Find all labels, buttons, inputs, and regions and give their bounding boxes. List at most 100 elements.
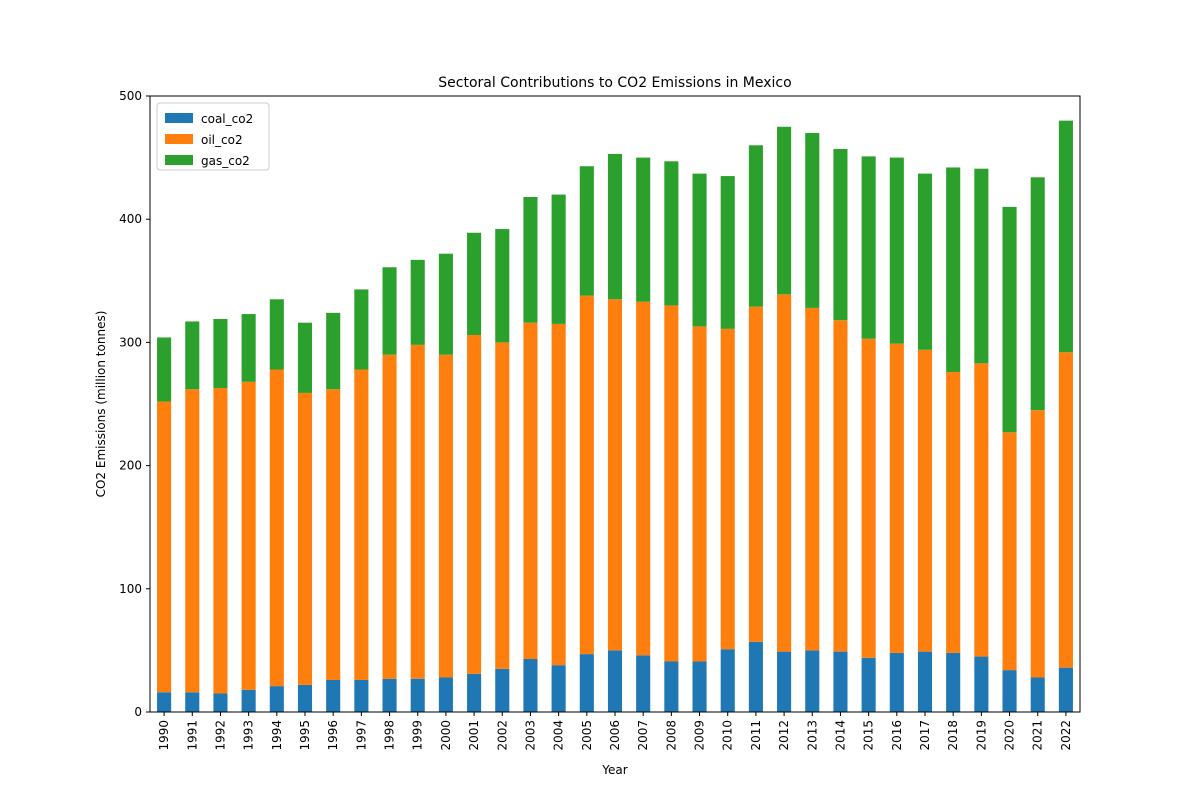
- bar-coal_co2-1998: [383, 679, 397, 712]
- bar-gas_co2-2021: [1031, 177, 1045, 410]
- bar-coal_co2-2010: [721, 649, 735, 712]
- bar-oil_co2-2003: [523, 323, 537, 659]
- bar-oil_co2-2005: [580, 296, 594, 655]
- bar-oil_co2-1991: [185, 389, 199, 692]
- bar-coal_co2-2005: [580, 654, 594, 712]
- x-tick-label-1999: 1999: [411, 720, 425, 751]
- bar-coal_co2-2022: [1059, 668, 1073, 712]
- x-tick-label-1990: 1990: [157, 720, 171, 751]
- bar-gas_co2-2018: [946, 167, 960, 372]
- bar-oil_co2-1999: [411, 345, 425, 679]
- bar-oil_co2-2000: [439, 355, 453, 678]
- bar-gas_co2-2015: [862, 156, 876, 338]
- bar-gas_co2-2004: [552, 195, 566, 324]
- bar-gas_co2-1993: [242, 314, 256, 382]
- bar-oil_co2-1993: [242, 382, 256, 690]
- bar-coal_co2-1994: [270, 686, 284, 712]
- bar-oil_co2-2001: [467, 335, 481, 674]
- bar-coal_co2-2007: [636, 655, 650, 712]
- x-tick-label-2006: 2006: [608, 720, 622, 751]
- bar-oil_co2-1996: [326, 389, 340, 680]
- bar-gas_co2-2017: [918, 174, 932, 350]
- bar-gas_co2-1991: [185, 321, 199, 389]
- bar-coal_co2-1995: [298, 685, 312, 712]
- bar-oil_co2-1995: [298, 393, 312, 685]
- x-tick-label-2020: 2020: [1003, 720, 1017, 751]
- x-tick-label-2013: 2013: [805, 720, 819, 751]
- x-tick-label-2015: 2015: [862, 720, 876, 751]
- bar-gas_co2-2002: [495, 229, 509, 342]
- x-tick-label-2009: 2009: [693, 720, 707, 751]
- bar-oil_co2-2010: [721, 329, 735, 649]
- y-tick-label-200: 200: [119, 459, 142, 473]
- bar-gas_co2-2003: [523, 197, 537, 323]
- bar-gas_co2-2013: [805, 133, 819, 308]
- bar-oil_co2-2022: [1059, 352, 1073, 667]
- bar-oil_co2-2009: [693, 326, 707, 661]
- x-tick-label-1998: 1998: [383, 720, 397, 751]
- bar-coal_co2-2021: [1031, 678, 1045, 713]
- bar-oil_co2-2006: [608, 299, 622, 650]
- bar-oil_co2-2012: [777, 294, 791, 651]
- bar-oil_co2-1994: [270, 370, 284, 687]
- bar-coal_co2-1997: [354, 680, 368, 712]
- x-tick-label-2022: 2022: [1059, 720, 1073, 751]
- bar-oil_co2-2017: [918, 350, 932, 652]
- y-tick-label-400: 400: [119, 212, 142, 226]
- x-tick-label-2011: 2011: [749, 720, 763, 751]
- bar-coal_co2-1996: [326, 680, 340, 712]
- bar-gas_co2-1999: [411, 260, 425, 345]
- y-tick-label-100: 100: [119, 582, 142, 596]
- bar-coal_co2-1991: [185, 692, 199, 712]
- bar-oil_co2-2018: [946, 372, 960, 653]
- bar-coal_co2-2020: [1003, 670, 1017, 712]
- bar-coal_co2-2008: [664, 661, 678, 712]
- bar-coal_co2-2003: [523, 659, 537, 712]
- bar-coal_co2-1999: [411, 679, 425, 712]
- bar-gas_co2-2009: [693, 174, 707, 327]
- x-tick-label-2004: 2004: [552, 720, 566, 751]
- bar-coal_co2-2015: [862, 658, 876, 712]
- x-tick-label-1993: 1993: [242, 720, 256, 751]
- x-tick-label-1992: 1992: [213, 720, 227, 751]
- legend-label-gas_co2: gas_co2: [201, 154, 250, 168]
- bar-oil_co2-2007: [636, 302, 650, 656]
- bar-coal_co2-1993: [242, 690, 256, 712]
- bar-coal_co2-2017: [918, 652, 932, 712]
- x-tick-label-1991: 1991: [185, 720, 199, 751]
- bar-coal_co2-2012: [777, 652, 791, 712]
- bar-gas_co2-2019: [974, 169, 988, 364]
- bar-gas_co2-1995: [298, 323, 312, 393]
- bar-oil_co2-2004: [552, 324, 566, 665]
- bar-oil_co2-2019: [974, 363, 988, 656]
- bar-gas_co2-1997: [354, 289, 368, 369]
- bar-gas_co2-2022: [1059, 121, 1073, 353]
- y-axis-label: CO2 Emissions (million tonnes): [94, 311, 108, 498]
- bar-gas_co2-1990: [157, 337, 171, 401]
- bar-gas_co2-2012: [777, 127, 791, 295]
- y-tick-label-500: 500: [119, 89, 142, 103]
- bar-gas_co2-2000: [439, 254, 453, 355]
- x-tick-label-2002: 2002: [495, 720, 509, 751]
- x-tick-label-1997: 1997: [354, 720, 368, 751]
- x-tick-label-2012: 2012: [777, 720, 791, 751]
- x-tick-label-2010: 2010: [721, 720, 735, 751]
- bar-oil_co2-2015: [862, 339, 876, 658]
- bar-gas_co2-1998: [383, 267, 397, 354]
- bar-coal_co2-2001: [467, 674, 481, 712]
- bar-oil_co2-2016: [890, 344, 904, 653]
- x-tick-label-2018: 2018: [946, 720, 960, 751]
- bar-oil_co2-1998: [383, 355, 397, 679]
- bar-oil_co2-2008: [664, 305, 678, 661]
- bar-oil_co2-2013: [805, 308, 819, 651]
- bar-coal_co2-2002: [495, 669, 509, 712]
- x-tick-label-2005: 2005: [580, 720, 594, 751]
- bar-gas_co2-2020: [1003, 207, 1017, 432]
- bar-gas_co2-2006: [608, 154, 622, 299]
- bar-oil_co2-2021: [1031, 410, 1045, 677]
- bar-coal_co2-1990: [157, 692, 171, 712]
- bar-coal_co2-2019: [974, 657, 988, 712]
- bar-coal_co2-2011: [749, 642, 763, 712]
- x-tick-label-2007: 2007: [636, 720, 650, 751]
